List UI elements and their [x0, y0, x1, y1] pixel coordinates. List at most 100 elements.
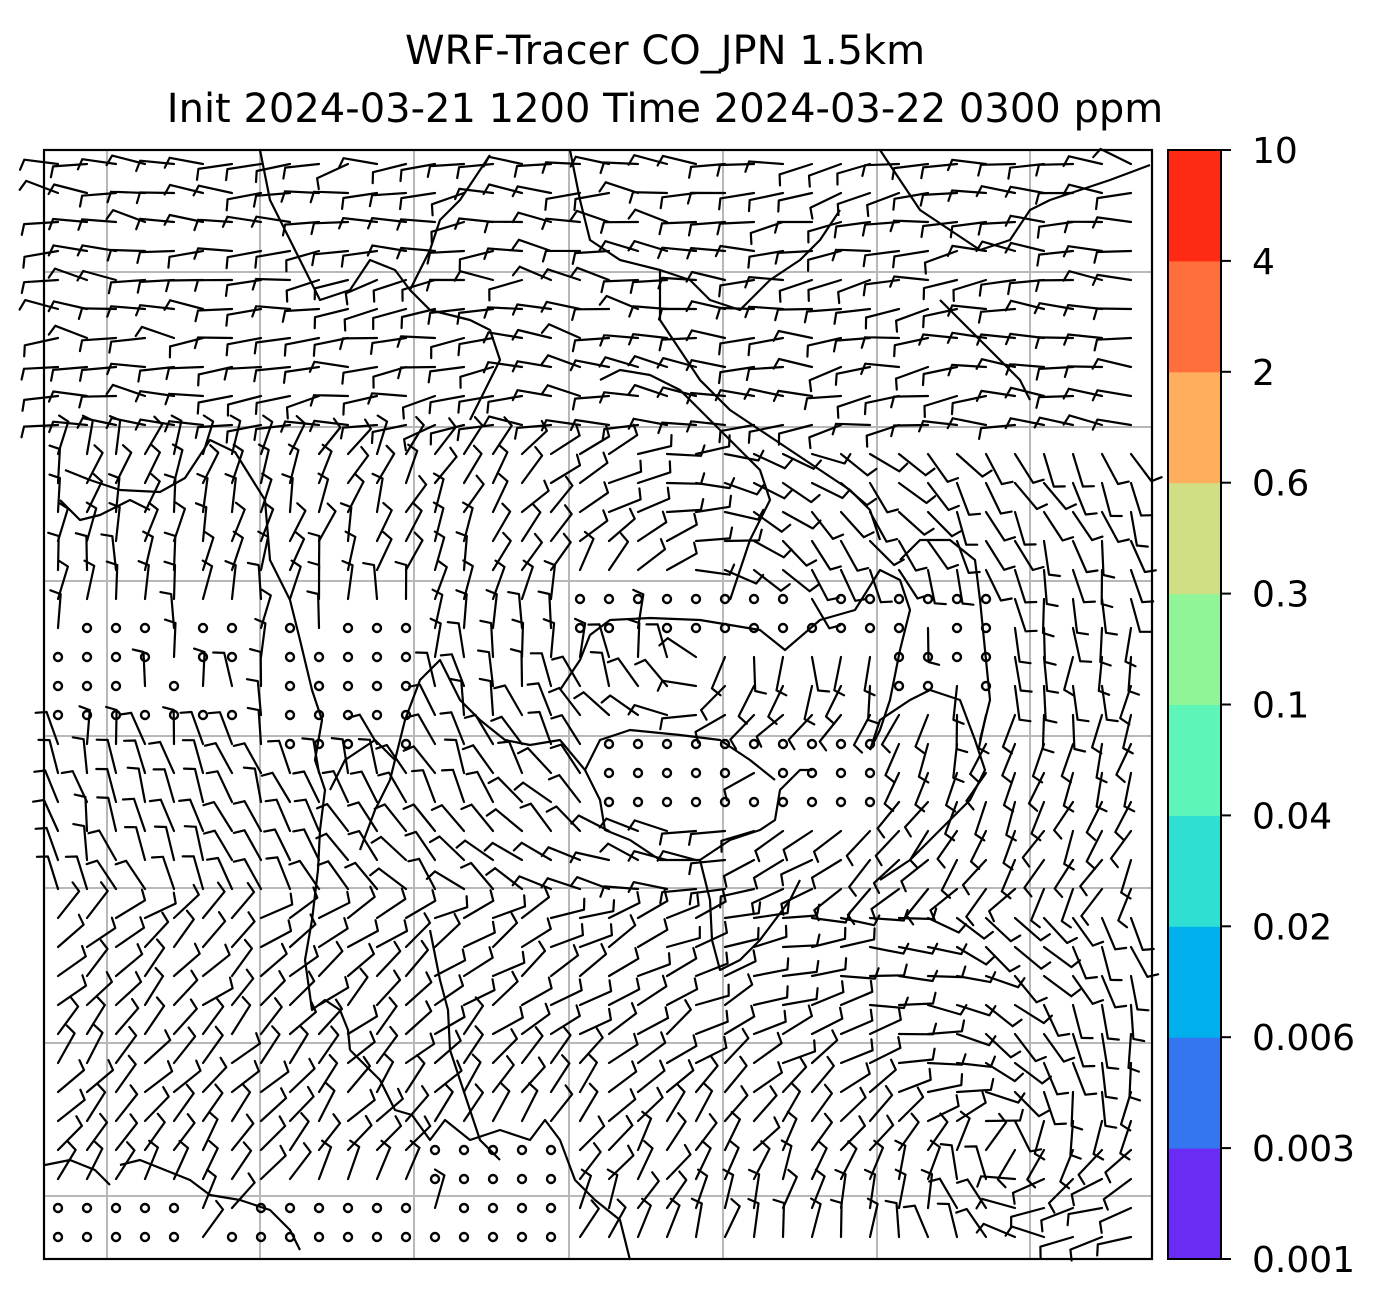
- wind-barb: [1071, 916, 1105, 947]
- wind-barb: [439, 711, 466, 746]
- wind-barb: [428, 835, 466, 862]
- wind-barb: [85, 995, 106, 1036]
- wind-barb: [259, 1060, 290, 1094]
- wind-barb: [346, 1139, 361, 1181]
- wind-barb: [126, 766, 147, 804]
- wind-barb: [32, 798, 60, 833]
- wind-barb: [282, 162, 321, 180]
- calm-wind-marker: [603, 622, 615, 634]
- wind-barb: [549, 1084, 574, 1123]
- wind-barb: [193, 647, 206, 688]
- wind-barb: [370, 835, 408, 862]
- colorbar: 0.001 0.003 0.006 0.02 0.04 0.1 0.3 0.6 2 4 10: [1167, 131, 1355, 1281]
- wind-barb: [1114, 800, 1133, 841]
- wind-barb: [306, 590, 321, 630]
- wind-barb: [1085, 800, 1104, 841]
- wind-barb: [163, 560, 177, 601]
- wind-barb: [462, 1053, 482, 1094]
- wind-barb: [346, 1055, 371, 1094]
- wind-barb: [426, 249, 466, 265]
- wind-barb: [578, 1142, 602, 1181]
- calm-wind-marker: [139, 651, 151, 663]
- wind-barb: [1071, 452, 1095, 488]
- wind-barb: [346, 919, 379, 949]
- colorbar-segment: [1168, 260, 1221, 373]
- wind-barb: [723, 1027, 750, 1065]
- wind-barb: [342, 394, 379, 416]
- wind-barb: [292, 770, 321, 804]
- wind-barb: [399, 162, 437, 183]
- wind-barb: [781, 1168, 798, 1210]
- calm-wind-marker: [516, 1202, 528, 1214]
- wind-barb: [458, 249, 495, 272]
- wind-barb: [201, 1025, 224, 1065]
- calm-wind-marker: [893, 680, 905, 692]
- wind-barb: [22, 249, 60, 269]
- wind-barb: [658, 829, 698, 846]
- calm-wind-marker: [893, 622, 905, 634]
- wind-barb: [259, 414, 274, 456]
- wind-barb: [665, 925, 701, 949]
- wind-barb: [872, 858, 901, 894]
- calm-wind-marker: [110, 1202, 122, 1214]
- wind-barb: [810, 1140, 828, 1181]
- wind-barb: [259, 970, 286, 1007]
- wind-barb: [1004, 417, 1046, 430]
- wind-barb: [477, 649, 495, 688]
- wind-barb: [520, 503, 542, 543]
- calm-wind-marker: [980, 622, 992, 634]
- wind-barb: [114, 943, 144, 978]
- wind-barb: [317, 417, 342, 456]
- wind-barb: [961, 858, 988, 896]
- wind-barb: [810, 481, 851, 500]
- wind-barb: [665, 1034, 698, 1065]
- colorbar-tick-label: 0.1: [1252, 686, 1309, 727]
- wind-barb: [512, 841, 553, 862]
- wind-barb: [1042, 510, 1075, 542]
- calm-wind-marker: [835, 796, 847, 808]
- wind-barb: [747, 1197, 760, 1239]
- wind-barb: [718, 423, 756, 444]
- calm-wind-marker: [719, 593, 731, 605]
- wind-barb: [163, 473, 177, 514]
- wind-barb: [317, 890, 351, 920]
- wind-barb: [975, 1197, 1017, 1210]
- wind-barb: [658, 637, 698, 659]
- wind-barb: [317, 472, 330, 514]
- wind-barb: [862, 278, 901, 297]
- wind-barb: [897, 1047, 936, 1065]
- wind-barb: [636, 1171, 660, 1210]
- wind-barb: [143, 996, 166, 1036]
- wind-barb: [201, 414, 215, 456]
- wind-barb: [955, 481, 982, 516]
- wind-barb: [1069, 1119, 1082, 1160]
- wind-barb: [114, 1084, 139, 1123]
- calm-wind-marker: [893, 593, 905, 605]
- wind-barb: [285, 249, 321, 273]
- wind-barb: [926, 1019, 966, 1036]
- wind-barb: [457, 336, 495, 357]
- wind-barb: [201, 1111, 219, 1152]
- wind-barb: [607, 1114, 634, 1152]
- wind-barb: [415, 651, 437, 688]
- wind-barb: [578, 1199, 600, 1239]
- wind-barb: [1129, 539, 1157, 574]
- wind-barb: [723, 973, 754, 1007]
- wind-barb: [1053, 858, 1075, 898]
- wind-barb: [839, 967, 880, 980]
- wind-barb: [317, 1113, 342, 1152]
- wind-barb: [254, 249, 292, 269]
- coastline-central-bay: [584, 728, 776, 781]
- wind-barb: [251, 277, 292, 291]
- wind-barb: [1013, 539, 1045, 572]
- wind-barb: [977, 220, 1017, 236]
- wind-barb: [1013, 916, 1051, 942]
- wind-barb: [288, 886, 319, 920]
- wind-barb: [976, 1175, 1017, 1188]
- wind-barb: [955, 1055, 996, 1068]
- wind-barb: [659, 713, 698, 731]
- wind-barb: [1091, 418, 1133, 431]
- calm-wind-marker: [864, 738, 876, 750]
- wind-barb: [1013, 481, 1048, 511]
- wind-barb: [752, 957, 790, 978]
